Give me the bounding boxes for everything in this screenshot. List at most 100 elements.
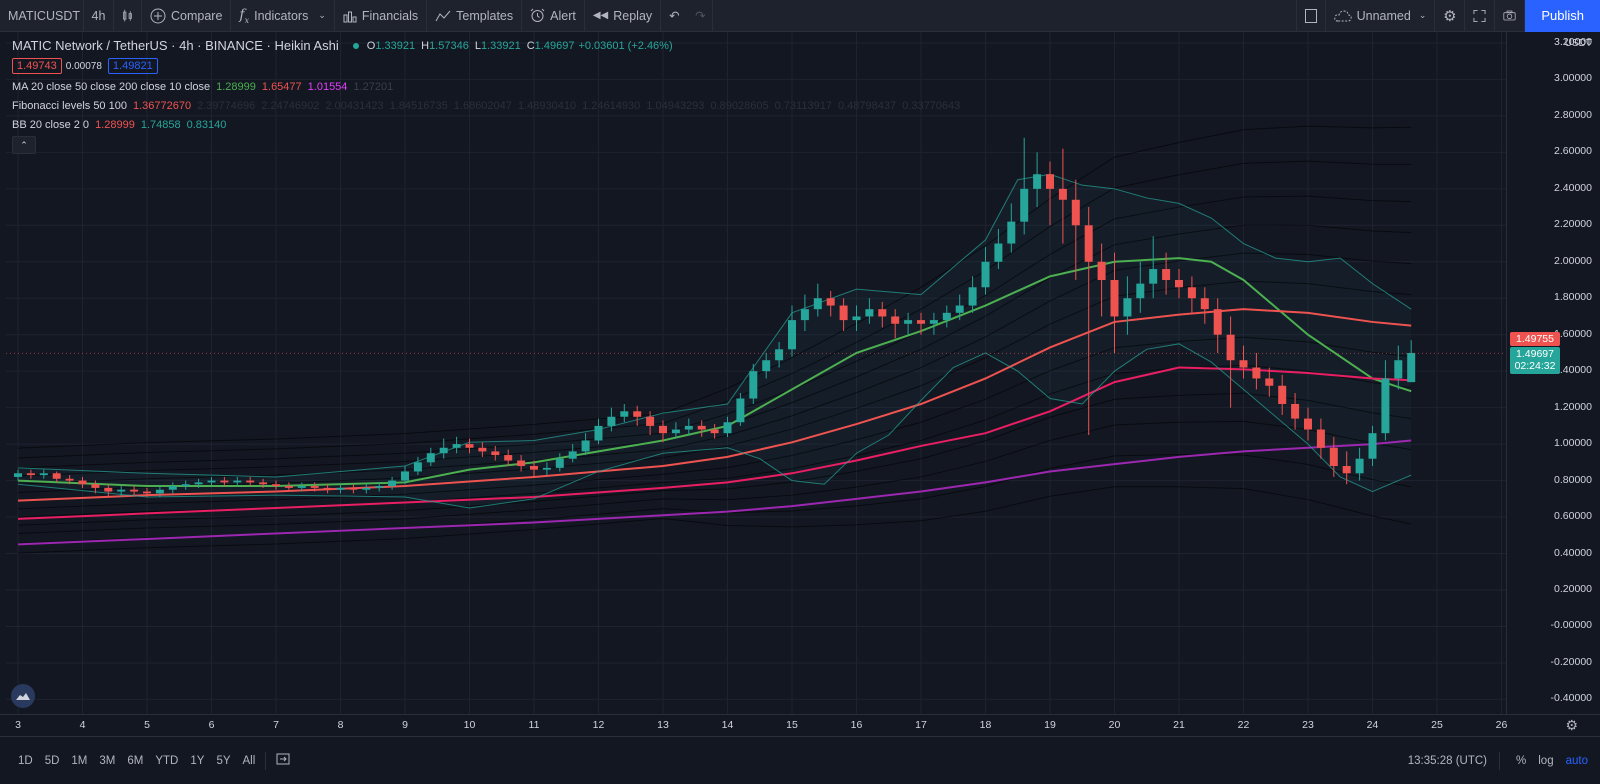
candle-body xyxy=(478,447,487,452)
bb-value-2: 1.74858 xyxy=(140,118,181,131)
legend-o-label: O xyxy=(366,39,376,52)
candle-body xyxy=(710,429,719,434)
fibonacci-level-line xyxy=(17,224,1412,477)
camera-icon xyxy=(1503,10,1516,21)
fullscreen-button[interactable] xyxy=(1465,0,1496,32)
gear-icon: ⚙ xyxy=(1443,7,1457,25)
snapshot-button[interactable] xyxy=(1495,0,1526,32)
price-tick-label: 2.40000 xyxy=(1554,181,1592,194)
candle-body xyxy=(1071,199,1080,226)
candle-body xyxy=(272,484,280,487)
candle-body xyxy=(26,473,35,476)
price-tick-label: 0.60000 xyxy=(1554,510,1592,523)
candle-body xyxy=(1213,309,1222,335)
candle-body xyxy=(1381,378,1390,434)
legend-fib[interactable]: Fibonacci levels 50 100 1.36772670 2.397… xyxy=(12,96,960,115)
candle-body xyxy=(143,491,151,494)
candle-body xyxy=(697,425,706,430)
time-scale[interactable]: 3 4 5 6 7 8 9 10 11 12 13 14 15 16 17 18 19 20 21 22 23 24 25 2… xyxy=(0,714,1600,736)
price-scale[interactable]: USDT 3.20000 3.00000 2.80000 2.60000 2.40000… xyxy=(1506,32,1600,714)
price-tick-label: 2.60000 xyxy=(1554,145,1592,158)
candle-body xyxy=(1291,404,1300,419)
candle-body xyxy=(220,480,229,483)
templates-button[interactable]: Templates xyxy=(427,0,523,32)
tradingview-logo[interactable] xyxy=(11,684,35,708)
candle-body xyxy=(684,425,693,430)
candle-body xyxy=(65,478,74,481)
bottom-toolbar: 1D 5D 1M 3M 6M YTD 1Y 5Y All 13:35:28 (UTC) % lo… xyxy=(0,736,1600,784)
publish-button[interactable]: Publish xyxy=(1525,0,1600,32)
ask-price-badge[interactable]: 1.49821 xyxy=(107,58,158,74)
alert-button[interactable]: Alert xyxy=(522,0,585,32)
fibonacci-level-line xyxy=(17,195,1412,469)
range-button[interactable]: 1D xyxy=(18,754,33,767)
candle-body xyxy=(130,489,139,492)
candle-body xyxy=(1046,174,1054,189)
legend-dot xyxy=(352,42,359,49)
interval-selector[interactable]: 4h xyxy=(84,0,114,32)
range-button[interactable]: 1Y xyxy=(190,754,205,767)
range-button[interactable]: 6M xyxy=(127,754,144,767)
redo-icon: ↷ xyxy=(695,9,706,23)
time-tick-label: 26 xyxy=(1495,719,1508,731)
legend-title: MATIC Network / TetherUS · 4h · BINANCE … xyxy=(12,38,339,53)
range-button[interactable]: All xyxy=(242,754,256,767)
price-tick-label: 3.00000 xyxy=(1554,72,1592,85)
candle-body xyxy=(465,444,474,448)
candle-body xyxy=(607,416,616,426)
bid-price-badge[interactable]: 1.49743 xyxy=(12,58,62,74)
price-tick-label: 2.00000 xyxy=(1554,254,1592,267)
templates-icon xyxy=(435,10,451,21)
series-line-bb_upper xyxy=(17,173,1412,478)
utc-clock[interactable]: 13:35:28 (UTC) xyxy=(1407,754,1488,767)
candle-body xyxy=(1123,298,1132,317)
indicators-button[interactable]: fx Indicators ⌄ xyxy=(231,0,335,32)
series-line-bb_lower xyxy=(17,343,1412,509)
chart-pane[interactable] xyxy=(6,32,1506,714)
candle-body xyxy=(259,482,268,485)
price-tick-label: 1.40000 xyxy=(1554,364,1592,377)
time-tick-label: 16 xyxy=(850,719,863,731)
price-tick-label: 2.20000 xyxy=(1554,218,1592,231)
candle-body xyxy=(1278,385,1287,404)
candle-body xyxy=(310,486,319,488)
candle-body xyxy=(736,398,745,423)
range-button[interactable]: 3M xyxy=(99,754,116,767)
undo-button[interactable]: ↶ xyxy=(661,0,687,32)
symbol-search[interactable]: MATICUSDT xyxy=(0,0,84,32)
last-price-tag-red: 1.49755 xyxy=(1510,332,1560,346)
settings-button[interactable]: ⚙ xyxy=(1435,0,1466,32)
financials-button[interactable]: Financials xyxy=(335,0,428,32)
redo-button[interactable]: ↷ xyxy=(687,0,714,32)
percent-scale-toggle[interactable]: % xyxy=(1516,754,1527,767)
candle-body xyxy=(362,487,371,490)
candle-body xyxy=(439,447,448,454)
auto-scale-toggle[interactable]: auto xyxy=(1565,754,1588,767)
financials-label: Financials xyxy=(361,8,419,23)
time-tick-label: 14 xyxy=(721,719,734,731)
range-button[interactable]: 5Y xyxy=(216,754,231,767)
candle-body xyxy=(891,316,900,324)
price-chart[interactable] xyxy=(6,32,1506,714)
collapse-legend-button[interactable]: ⌃ xyxy=(12,136,36,154)
expand-icon xyxy=(1473,9,1486,22)
candle-body xyxy=(1187,287,1196,299)
fullscreen-toggle-button[interactable] xyxy=(1295,0,1326,32)
legend-ma[interactable]: MA 20 close 50 close 200 close 10 close … xyxy=(12,77,960,96)
candle-body xyxy=(52,473,61,479)
candle-body xyxy=(168,486,177,490)
log-scale-toggle[interactable]: log xyxy=(1538,754,1554,767)
compare-button[interactable]: Compare xyxy=(142,0,232,32)
goto-date-button[interactable] xyxy=(276,753,290,768)
chart-type-button[interactable] xyxy=(114,0,142,32)
range-button[interactable]: YTD xyxy=(155,754,179,767)
range-button[interactable]: 1M xyxy=(71,754,88,767)
replay-button[interactable]: ◀◀ Replay xyxy=(585,0,662,32)
candle-body xyxy=(375,486,384,488)
layout-name-button[interactable]: Unnamed ⌄ xyxy=(1326,0,1436,32)
scale-settings-button[interactable]: ⚙ xyxy=(1565,717,1578,734)
range-button[interactable]: 5D xyxy=(44,754,60,767)
candle-body xyxy=(1149,269,1158,284)
rewind-icon: ◀◀ xyxy=(592,10,609,21)
legend-bb[interactable]: BB 20 close 2 0 1.28999 1.74858 0.83140 xyxy=(12,115,960,134)
